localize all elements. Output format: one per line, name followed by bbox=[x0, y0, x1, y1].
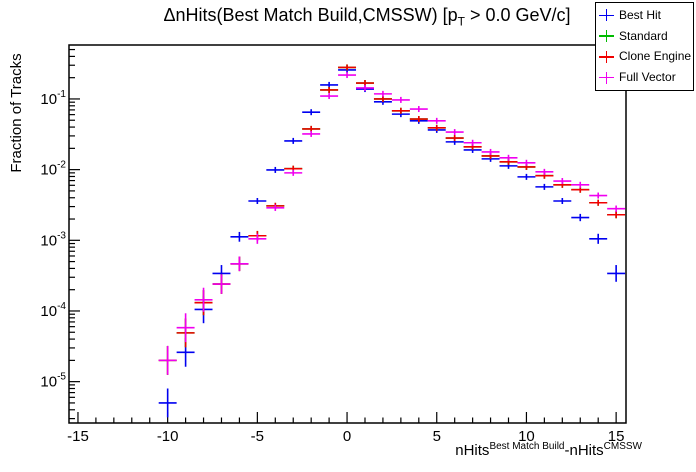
series-best-hit bbox=[158, 66, 626, 418]
data-point bbox=[320, 93, 339, 100]
data-point bbox=[499, 154, 518, 161]
data-point bbox=[409, 116, 428, 123]
data-point bbox=[607, 265, 626, 282]
data-point bbox=[589, 199, 608, 206]
errorbar-marker-icon bbox=[599, 50, 614, 63]
data-point bbox=[212, 274, 231, 294]
data-point bbox=[391, 107, 410, 114]
data-point bbox=[284, 137, 303, 144]
errorbar-marker-icon bbox=[599, 71, 614, 84]
legend-label: Clone Engine bbox=[619, 49, 692, 64]
svg-text:10: 10 bbox=[518, 428, 535, 445]
data-series bbox=[158, 64, 626, 418]
x-axis-title-superscript-2: CMSSW bbox=[603, 441, 642, 452]
svg-text:-10: -10 bbox=[157, 428, 179, 445]
svg-text:10-2: 10-2 bbox=[40, 160, 66, 179]
svg-text:-15: -15 bbox=[67, 428, 89, 445]
data-point bbox=[302, 130, 321, 137]
x-axis-title-text-2: -nHits bbox=[564, 442, 604, 459]
series-full-vector bbox=[158, 72, 626, 375]
data-point bbox=[230, 256, 249, 272]
data-point bbox=[463, 139, 482, 146]
legend: Best Hit Standard Clone Engine Full Vect… bbox=[595, 2, 694, 91]
data-point bbox=[607, 211, 626, 219]
data-point bbox=[517, 173, 536, 180]
svg-text:10-1: 10-1 bbox=[40, 89, 66, 108]
plot-title: ΔnHits(Best Match Build,CMSSW) [pT > 0.0… bbox=[39, 5, 695, 29]
data-point bbox=[266, 204, 285, 211]
data-point bbox=[158, 345, 177, 375]
title-subscript: T bbox=[457, 14, 465, 29]
svg-text:-5: -5 bbox=[251, 428, 264, 445]
data-point bbox=[356, 84, 374, 91]
data-point bbox=[589, 192, 608, 199]
data-point bbox=[445, 129, 464, 136]
data-point bbox=[230, 231, 249, 242]
legend-item-best-hit: Best Hit bbox=[599, 7, 693, 22]
legend-item-clone-engine: Clone Engine bbox=[599, 50, 693, 63]
data-point bbox=[320, 86, 339, 93]
data-point bbox=[535, 183, 554, 190]
data-point bbox=[373, 90, 392, 97]
data-point bbox=[266, 166, 285, 173]
data-point bbox=[571, 213, 590, 222]
data-point bbox=[248, 233, 267, 244]
x-axis-ticks bbox=[77, 412, 617, 423]
data-point bbox=[571, 181, 590, 188]
series-clone-engine bbox=[158, 64, 626, 375]
data-point bbox=[373, 95, 392, 102]
x-axis-title-text: nHits bbox=[455, 442, 490, 459]
svg-text:10-3: 10-3 bbox=[40, 230, 66, 249]
data-point bbox=[589, 233, 608, 244]
svg-text:10-5: 10-5 bbox=[40, 372, 66, 391]
svg-text:5: 5 bbox=[433, 428, 441, 445]
data-point bbox=[302, 109, 321, 116]
errorbar-marker-icon bbox=[599, 9, 614, 22]
data-point bbox=[517, 159, 536, 166]
x-axis-title-superscript-1: Best Match Build bbox=[489, 441, 565, 452]
data-point bbox=[607, 205, 626, 212]
legend-item-standard: Standard bbox=[599, 28, 693, 43]
data-point bbox=[553, 197, 572, 204]
data-point bbox=[302, 125, 321, 132]
data-point bbox=[176, 313, 195, 343]
data-point bbox=[481, 148, 500, 155]
data-point bbox=[427, 117, 446, 124]
legend-label: Standard bbox=[619, 28, 668, 43]
data-point bbox=[320, 81, 339, 88]
data-point bbox=[391, 96, 410, 103]
svg-text:10-4: 10-4 bbox=[40, 301, 66, 320]
title-text: ΔnHits(Best Match Build,CMSSW) [p bbox=[163, 5, 458, 25]
legend-label: Full Vector bbox=[619, 70, 676, 85]
title-text-2: > 0.0 GeV/c] bbox=[464, 5, 571, 25]
x-axis-title: nHitsBest Match Build-nHitsCMSSW bbox=[455, 441, 642, 459]
data-point bbox=[338, 64, 357, 71]
data-point bbox=[427, 124, 446, 131]
svg-text:0: 0 bbox=[343, 428, 351, 445]
x-axis-tick-labels: -15 -10 -5 0 5 10 15 bbox=[67, 428, 624, 445]
data-point bbox=[284, 169, 303, 176]
data-point bbox=[194, 287, 213, 312]
legend-label: Best Hit bbox=[619, 7, 662, 22]
plot-frame bbox=[68, 44, 627, 424]
data-point bbox=[535, 168, 554, 175]
errorbar-marker-icon bbox=[599, 30, 614, 43]
data-point bbox=[553, 178, 572, 185]
y-axis-tick-labels: 10-1 10-2 10-3 10-4 10-5 bbox=[40, 89, 66, 391]
legend-item-full-vector: Full Vector bbox=[599, 71, 693, 84]
y-axis-ticks bbox=[69, 48, 80, 420]
data-point bbox=[338, 72, 357, 79]
svg-text:15: 15 bbox=[608, 428, 625, 445]
data-point bbox=[445, 135, 464, 142]
data-point bbox=[409, 106, 428, 113]
data-point bbox=[248, 197, 267, 204]
data-point bbox=[158, 388, 177, 418]
y-axis-title: Fraction of Tracks bbox=[8, 53, 25, 173]
